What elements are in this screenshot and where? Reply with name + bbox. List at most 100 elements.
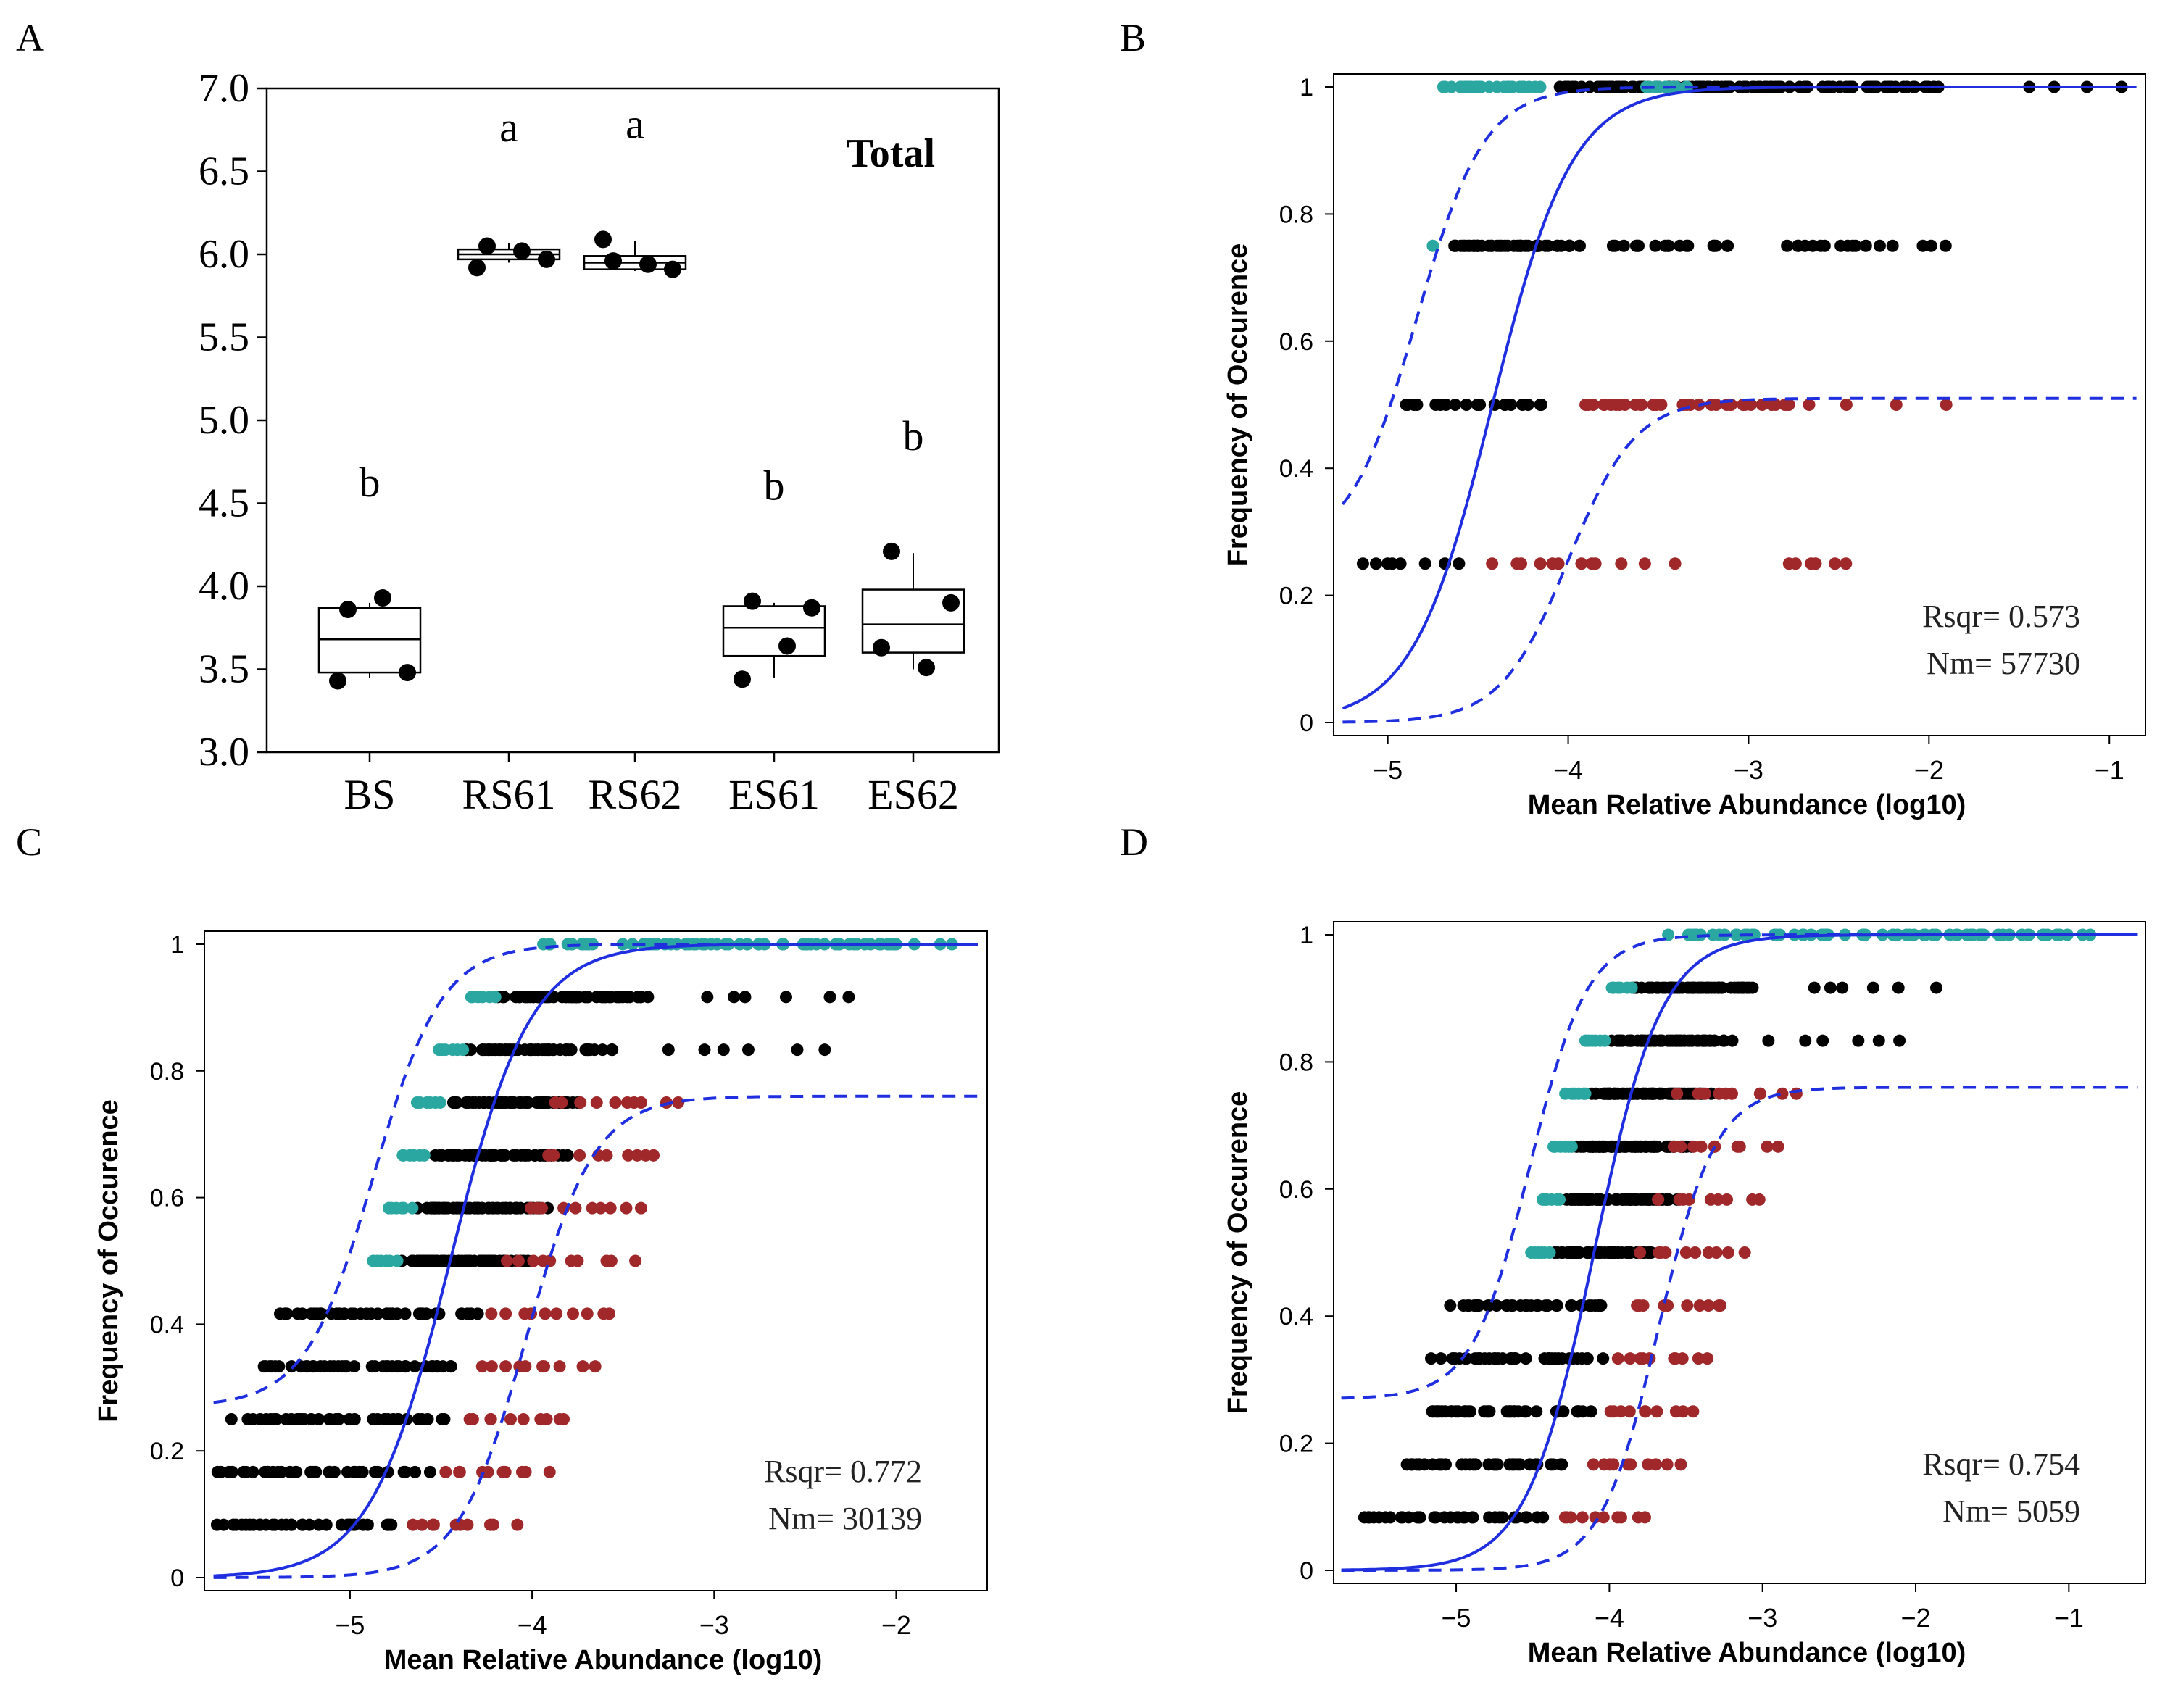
y-tick-label: 0.4: [1279, 455, 1313, 483]
black-point: [409, 1465, 422, 1478]
black-point: [1599, 80, 1612, 93]
y-tick-label: 0.4: [1279, 1303, 1313, 1330]
black-point: [285, 1518, 298, 1531]
y-axis-label: Frequency of Occurence: [1223, 243, 1253, 567]
data-point: [329, 672, 346, 690]
x-tick-label: −4: [1553, 755, 1583, 785]
black-point: [1471, 1352, 1484, 1365]
y-tick-label: 5.5: [199, 315, 249, 360]
black-point: [510, 1201, 523, 1215]
red-point: [594, 1201, 607, 1215]
black-point: [1718, 1034, 1731, 1047]
red-point: [1624, 1352, 1637, 1365]
black-point: [1621, 1246, 1634, 1259]
y-tick-label: 0.8: [1279, 201, 1313, 228]
plot-frame: [204, 930, 988, 1591]
black-point: [1550, 239, 1563, 252]
x-tick-label: −5: [335, 1610, 365, 1640]
red-point: [1738, 1246, 1751, 1259]
red-point: [504, 1413, 517, 1425]
box-body: [861, 588, 965, 654]
nm-annotation: Nm= 30139: [768, 1501, 922, 1536]
data-point: [918, 659, 935, 677]
lower-confidence-line: [1342, 396, 2137, 724]
red-point: [1674, 1458, 1687, 1471]
black-point: [1581, 1352, 1594, 1365]
red-point: [517, 1413, 530, 1425]
black-point: [298, 1413, 311, 1425]
box-BS: b: [317, 459, 422, 690]
teal-point: [1670, 80, 1683, 93]
black-point: [818, 1043, 831, 1057]
black-point: [1474, 399, 1487, 411]
black-point: [315, 1307, 328, 1320]
teal-point: [543, 938, 556, 951]
red-point: [453, 1465, 466, 1478]
red-point: [1587, 1458, 1600, 1471]
red-point: [543, 1465, 556, 1478]
black-point: [449, 1096, 462, 1109]
red-point: [590, 1096, 603, 1109]
red-point: [1621, 1458, 1634, 1471]
black-point: [378, 1413, 391, 1425]
red-point: [1702, 1299, 1715, 1312]
red-point: [1890, 399, 1903, 411]
red-point: [1615, 557, 1628, 570]
red-point: [622, 1149, 635, 1162]
teal-point: [561, 938, 574, 951]
teal-point: [406, 1201, 419, 1215]
black-point: [1625, 1034, 1638, 1047]
points: [1358, 928, 2097, 1524]
black-point: [1939, 239, 1952, 252]
black-point: [1781, 239, 1794, 252]
black-point: [1466, 1511, 1479, 1524]
black-point: [1611, 80, 1624, 93]
black-point: [241, 1413, 254, 1425]
red-point: [540, 1413, 553, 1425]
black-point: [1439, 399, 1453, 411]
teal-point: [417, 1149, 431, 1162]
red-point: [1587, 399, 1600, 411]
black-point: [1537, 1511, 1550, 1524]
red-point: [647, 1149, 660, 1162]
black-point: [1356, 557, 1369, 570]
red-point: [604, 1254, 618, 1267]
red-point: [1840, 557, 1853, 570]
black-point: [1566, 1299, 1579, 1312]
panel-b-scatter-chart: 0 0.2 0.4 0.6 0.8 1 −5 −4 −3 −2 −1 Mean Relative Ab…: [1223, 73, 2146, 820]
black-point: [1444, 1299, 1457, 1312]
black-point: [842, 991, 855, 1004]
black-point: [265, 1360, 278, 1373]
black-point: [1929, 981, 1942, 994]
teal-point: [1748, 928, 1761, 941]
black-point: [1520, 1511, 1533, 1524]
black-point: [423, 1465, 436, 1478]
black-point: [225, 1413, 238, 1425]
teal-point: [1534, 80, 1547, 93]
red-point: [530, 1201, 543, 1215]
red-point: [485, 1360, 498, 1373]
red-point: [501, 1254, 514, 1267]
data-point: [803, 599, 820, 617]
significance-letter: b: [764, 462, 785, 509]
black-point: [371, 1465, 384, 1478]
black-point: [1629, 1140, 1642, 1153]
x-tick-label: RS61: [462, 771, 556, 818]
black-point: [1649, 239, 1662, 252]
red-point: [1673, 1193, 1686, 1206]
x-tick-label: BS: [344, 771, 396, 818]
red-point: [485, 1307, 498, 1320]
black-point: [1654, 1034, 1667, 1047]
red-point: [1661, 1299, 1674, 1312]
red-point: [1689, 1246, 1702, 1259]
black-point: [1852, 1034, 1865, 1047]
y-tick-label: 0.6: [1279, 328, 1313, 356]
black-point: [1658, 239, 1671, 252]
significance-letter: a: [626, 100, 644, 147]
red-point: [581, 1307, 594, 1320]
red-point: [1692, 1352, 1705, 1365]
x-axis-label: Mean Relative Abundance (log10): [1528, 1638, 1966, 1668]
red-point: [1676, 1405, 1690, 1418]
rsqr-annotation: Rsqr= 0.573: [1922, 599, 2080, 634]
